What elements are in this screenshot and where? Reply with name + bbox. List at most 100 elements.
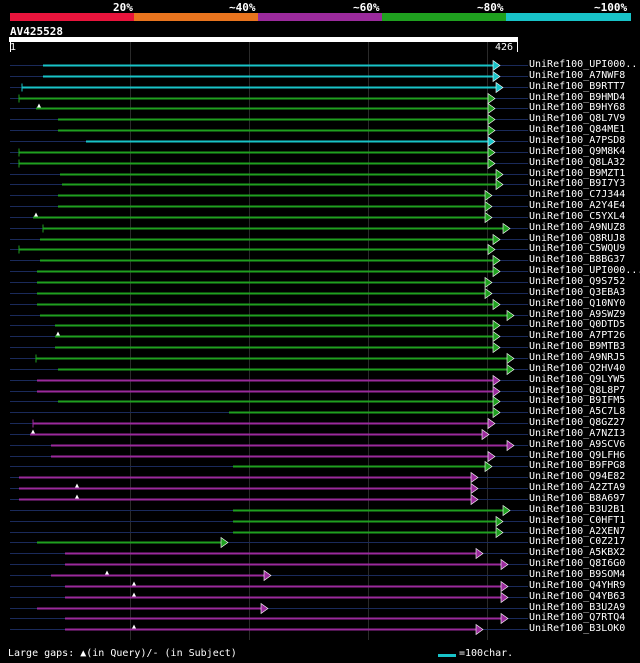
hit-label[interactable]: UniRef100_B9RTT7 [529,81,626,92]
hit-row[interactable] [10,178,528,191]
hit-label[interactable]: UniRef100_Q8LA32 [529,157,626,168]
hit-label[interactable]: UniRef100_Q8L7V9 [529,113,626,124]
hit-label[interactable]: UniRef100_Q4YHR9 [529,580,626,591]
hit-label[interactable]: UniRef100_B8BG37 [529,254,626,265]
hit-row[interactable] [10,526,528,539]
hit-label[interactable]: UniRef100_B9HMD4 [529,92,626,103]
hit-label[interactable]: UniRef100_B9I7Y3 [529,178,626,189]
hit-label[interactable]: UniRef100_C0HFT1 [529,515,626,526]
hit-label[interactable]: UniRef100_B9HY68 [529,102,626,113]
hit-row[interactable] [10,417,528,430]
hit-row[interactable] [10,135,528,148]
hit-row[interactable] [10,81,528,94]
hit-label[interactable]: UniRef100_A7NZI3 [529,428,626,439]
hit-row[interactable] [10,515,528,528]
hit-label[interactable]: UniRef100_A2Y4E4 [529,200,626,211]
hit-row[interactable] [10,471,528,484]
hit-row[interactable] [10,536,528,549]
hit-label[interactable]: UniRef100_Q3EBA3 [529,287,626,298]
hit-label[interactable]: UniRef100_B9MZT1 [529,168,626,179]
hit-row[interactable] [10,222,528,235]
hit-label[interactable]: UniRef100_B9MTB3 [529,341,626,352]
hit-label[interactable]: UniRef100_B3U2A9 [529,602,626,613]
hit-label[interactable]: UniRef100_Q9M8K4 [529,146,626,157]
hit-label[interactable]: UniRef100_Q8RUJ8 [529,233,626,244]
hit-row[interactable] [10,602,528,615]
hit-label[interactable]: UniRef100_A9NUZ8 [529,222,626,233]
hit-row[interactable] [10,146,528,159]
hit-label[interactable]: UniRef100_B8A697 [529,493,626,504]
hit-label[interactable]: UniRef100_C5WQU9 [529,243,626,254]
hit-label[interactable]: UniRef100_A2XEN7 [529,526,626,537]
hit-row[interactable] [10,254,528,267]
hit-label[interactable]: UniRef100_C5YXL4 [529,211,626,222]
hit-row[interactable] [10,385,528,398]
hit-row[interactable] [10,298,528,311]
hit-row[interactable] [10,374,528,387]
hit-label[interactable]: UniRef100_C7J344 [529,189,626,200]
hit-row[interactable] [10,395,528,408]
hit-row[interactable] [10,482,528,495]
hit-row[interactable] [10,70,528,83]
hit-row[interactable] [10,59,528,72]
hit-label[interactable]: UniRef100_Q9LYW5 [529,374,626,385]
hit-row[interactable] [10,450,528,463]
hit-row[interactable] [10,92,528,105]
hit-label[interactable]: UniRef100_B9SOM4 [529,569,626,580]
hit-row[interactable] [10,428,528,441]
hit-row[interactable] [10,406,528,419]
hit-row[interactable] [10,287,528,300]
hit-label[interactable]: UniRef100_A9NRJ5 [529,352,626,363]
hit-row[interactable] [10,265,528,278]
hit-label[interactable]: UniRef100_Q84ME1 [529,124,626,135]
hit-row[interactable] [10,233,528,246]
hit-label[interactable]: UniRef100_Q9S752 [529,276,626,287]
hit-row[interactable] [10,330,528,343]
hit-label[interactable]: UniRef100_B3U2B1 [529,504,626,515]
hit-label[interactable]: UniRef100_A5KBX2 [529,547,626,558]
hit-row[interactable] [10,200,528,213]
hit-row[interactable] [10,569,528,582]
hit-row[interactable] [10,623,528,636]
hit-label[interactable]: UniRef100_C0Z217 [529,536,626,547]
hit-label[interactable]: UniRef100_Q4YB63 [529,591,626,602]
hit-label[interactable]: UniRef100_A5C7L8 [529,406,626,417]
hit-label[interactable]: UniRef100_Q8GZ27 [529,417,626,428]
hit-row[interactable] [10,439,528,452]
hit-row[interactable] [10,352,528,365]
hit-row[interactable] [10,558,528,571]
hit-label[interactable]: UniRef100_UPI000... [529,265,640,276]
hit-row[interactable] [10,460,528,473]
hit-label[interactable]: UniRef100_Q7RTQ4 [529,612,626,623]
hit-row[interactable] [10,168,528,181]
hit-row[interactable] [10,243,528,256]
hit-row[interactable] [10,547,528,560]
hit-row[interactable] [10,341,528,354]
hit-row[interactable] [10,124,528,137]
hit-label[interactable]: UniRef100_Q8I6G0 [529,558,626,569]
hit-label[interactable]: UniRef100_Q2HV40 [529,363,626,374]
hit-label[interactable]: UniRef100_UPI000.. [529,59,638,70]
hit-label[interactable]: UniRef100_A9SWZ9 [529,309,626,320]
hit-row[interactable] [10,189,528,202]
hit-label[interactable]: UniRef100_Q0DTD5 [529,319,626,330]
hit-label[interactable]: UniRef100_A7NWF8 [529,70,626,81]
hit-label[interactable]: UniRef100_A7PSD8 [529,135,626,146]
hit-row[interactable] [10,157,528,170]
hit-row[interactable] [10,319,528,332]
hit-label[interactable]: UniRef100_B9IFM5 [529,395,626,406]
hit-label[interactable]: UniRef100_Q10NY0 [529,298,626,309]
hit-label[interactable]: UniRef100_A2ZTA9 [529,482,626,493]
hit-row[interactable] [10,211,528,224]
hit-row[interactable] [10,102,528,115]
hit-label[interactable]: UniRef100_Q9LFH6 [529,450,626,461]
hit-row[interactable] [10,580,528,593]
hit-row[interactable] [10,493,528,506]
hit-label[interactable]: UniRef100_Q8L8P7 [529,385,626,396]
hit-label[interactable]: UniRef100_A9SCV6 [529,439,626,450]
hit-row[interactable] [10,113,528,126]
hit-row[interactable] [10,612,528,625]
hit-label[interactable]: UniRef100_B9FPG8 [529,460,626,471]
hit-row[interactable] [10,591,528,604]
hit-label[interactable]: UniRef100_B3LOK0 [529,623,626,634]
